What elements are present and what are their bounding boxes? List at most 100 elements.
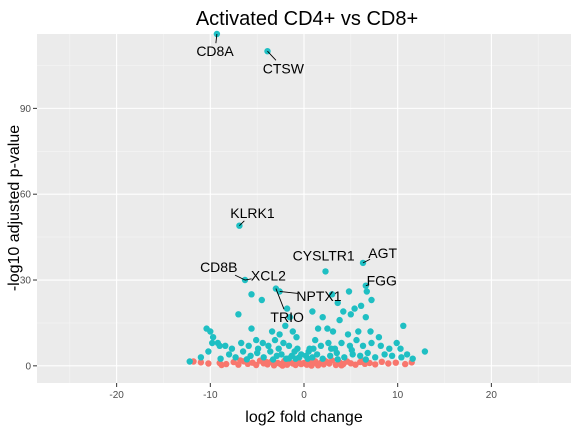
- data-point: [368, 339, 375, 347]
- data-point: [209, 339, 216, 347]
- y-tick-label: 60: [20, 190, 32, 201]
- data-point: [378, 358, 385, 365]
- data-point: [325, 339, 332, 347]
- data-point: [403, 351, 411, 358]
- data-point: [392, 359, 399, 366]
- data-point: [340, 308, 347, 315]
- data-point: [253, 336, 260, 344]
- data-point: [285, 355, 293, 362]
- label-leader-line: [362, 258, 371, 264]
- data-point: [309, 354, 316, 361]
- x-tick-label: -10: [203, 390, 218, 401]
- data-point: [328, 345, 335, 352]
- gene-label: AGT: [368, 245, 397, 261]
- data-point: [217, 355, 224, 362]
- data-point: [368, 296, 375, 304]
- data-point: [385, 360, 392, 367]
- data-point: [388, 352, 396, 359]
- data-point: [269, 356, 277, 363]
- data-point: [313, 351, 321, 358]
- data-point: [348, 346, 355, 354]
- gene-labels: CD8A CTSW KLRK1 CYSLTR1 AGT FGG CD8B XCL2 NPTX1 T…: [196, 33, 398, 325]
- data-point: [197, 354, 205, 361]
- data-point: [230, 358, 237, 366]
- x-tick-label: 10: [392, 390, 404, 401]
- data-point: [397, 345, 404, 352]
- data-point: [279, 362, 286, 369]
- data-point: [393, 339, 400, 347]
- data-point: [218, 361, 225, 369]
- data-point: [265, 342, 272, 349]
- data-point: [309, 308, 316, 315]
- data-point: [372, 361, 379, 368]
- data-point: [243, 356, 251, 363]
- data-point: [248, 325, 255, 332]
- y-tick-label: 90: [20, 104, 32, 115]
- chart-title: Activated CD4+ vs CD8+: [196, 8, 418, 30]
- data-point: [334, 356, 341, 363]
- data-point: [228, 345, 236, 352]
- data-point: [341, 354, 348, 361]
- label-leader-line: [215, 33, 218, 44]
- data-point: [336, 316, 343, 324]
- data-point: [367, 328, 374, 335]
- data-point: [238, 339, 245, 347]
- data-point: [302, 352, 310, 359]
- data-point: [357, 302, 365, 309]
- data-point: [386, 345, 393, 352]
- data-point: [362, 282, 369, 289]
- data-point: [314, 325, 322, 332]
- gene-label: XCL2: [251, 268, 286, 284]
- data-point: [324, 325, 331, 332]
- data-point: [319, 314, 326, 321]
- data-point: [237, 357, 244, 364]
- data-point: [381, 351, 388, 358]
- x-tick-label: 0: [301, 390, 307, 401]
- data-point: [248, 291, 255, 298]
- data-point: [213, 30, 221, 38]
- x-axis-label: log2 fold change: [245, 409, 363, 426]
- data-point: [216, 342, 223, 349]
- data-point: [285, 342, 293, 349]
- data-point: [205, 348, 212, 355]
- data-point: [239, 348, 247, 355]
- data-point: [359, 259, 367, 267]
- data-point: [322, 268, 329, 275]
- y-axis: 0 30 60 90: [20, 104, 37, 372]
- data-point: [400, 322, 407, 329]
- data-point: [253, 361, 260, 369]
- data-point: [359, 342, 367, 349]
- x-tick-label: 20: [486, 390, 498, 401]
- data-point: [232, 354, 239, 361]
- data-point: [352, 361, 359, 368]
- gene-label: NPTX1: [296, 288, 341, 304]
- data-point: [377, 342, 384, 349]
- data-point: [258, 296, 265, 304]
- y-tick-label: 0: [25, 361, 31, 372]
- data-point: [197, 359, 205, 366]
- gene-label: FGG: [367, 273, 397, 289]
- data-point: [280, 339, 287, 347]
- gene-label: CD8B: [200, 259, 237, 275]
- data-point: [353, 336, 360, 344]
- data-point: [205, 360, 212, 367]
- data-point: [372, 354, 379, 361]
- data-point: [207, 328, 214, 335]
- data-point: [334, 299, 341, 307]
- data-point: [362, 314, 369, 321]
- data-point: [351, 305, 358, 312]
- data-point: [317, 342, 325, 349]
- data-point: [327, 352, 334, 359]
- data-point: [319, 355, 326, 362]
- label-leader-line: [234, 274, 246, 281]
- data-point: [338, 339, 345, 347]
- label-leader-line: [267, 50, 277, 61]
- label-leader-line: [279, 291, 299, 294]
- data-point: [271, 336, 279, 344]
- data-point: [421, 348, 429, 355]
- data-point: [278, 351, 285, 358]
- x-axis: -20 -10 0 10 20: [109, 383, 497, 401]
- y-tick-label: 30: [20, 276, 32, 287]
- data-point: [267, 348, 274, 355]
